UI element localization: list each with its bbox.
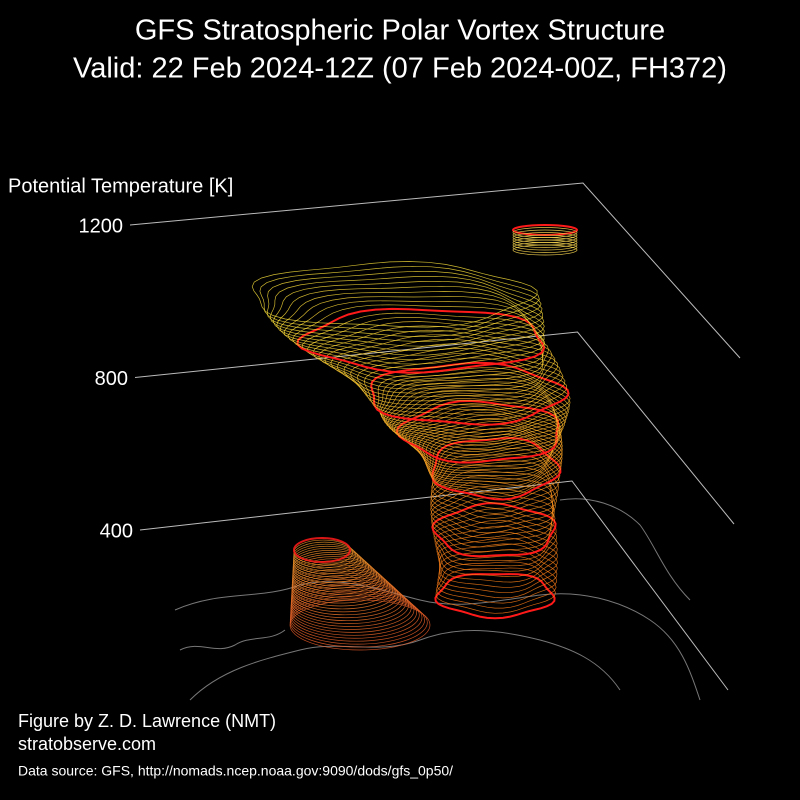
vortex-layer [293,543,359,572]
vortex-layer [259,265,540,333]
vortex-layer [287,300,545,365]
vortex-layer [379,371,571,434]
vortex-layer [292,558,378,592]
z-tick-label: 800 [95,368,128,390]
vortex-layer [435,567,556,614]
vortex-layer [430,459,558,519]
vortex-layer [276,285,545,352]
vortex-layer [437,537,558,588]
vortex-layer [290,587,415,633]
vortex-layer [437,549,558,599]
vortex-layer [433,514,558,567]
vortex-contour [370,361,570,426]
vortex-layer [290,585,412,630]
vortex-layer [292,550,367,580]
vortex-layer [385,387,565,450]
vortex-layer [512,244,578,256]
vortex-layer [291,570,394,610]
vortex-contour [431,436,562,501]
vortex-layer [269,275,543,342]
chart-title: GFS Stratospheric Polar Vortex Structure [135,15,665,47]
credit: Figure by Z. D. Lawrence (NMT) [18,711,276,731]
coastline [174,581,701,701]
vortex-layer [291,572,396,613]
vortex-layer [283,296,545,361]
vortex-layer [290,593,423,642]
vortex-layer [432,508,557,562]
vortex-layer [436,555,557,604]
axes: 400 800 1200 [79,182,741,691]
vortex-contour [395,399,560,464]
vortex-layer [290,583,410,627]
vortex-layer [266,270,542,338]
coastlines [174,498,701,701]
vortex-layer [292,562,383,598]
vortex [251,224,578,651]
vortex-layer [291,576,402,619]
vortex-layer [436,531,558,583]
vortex-layer [512,242,578,253]
vortex-layer [412,414,563,477]
grid-line [134,331,735,525]
vortex-layer [289,599,431,651]
z-tick-label: 400 [100,520,133,542]
axis-label: Potential Temperature [K] [8,175,233,197]
vortex-layer [291,564,386,601]
coastline [559,498,691,601]
vortex-layer [431,448,560,509]
vortex-layer [290,578,404,622]
vortex-contour [431,502,557,558]
vortex-layer [272,280,544,347]
coastline [179,629,286,651]
vortex-layer [431,497,556,552]
vortex-layer [292,554,372,586]
grid-line [129,182,741,359]
vortex-layer [425,427,563,490]
vortex-layer [293,541,356,569]
vortex-layer [382,381,568,444]
vortex-layer [436,561,557,609]
vortex-layer [512,237,578,248]
z-tick-label: 1200 [79,215,124,237]
vortex-layer [435,525,558,578]
vortex-layer [318,325,549,390]
vortex-layer [289,595,426,645]
vortex-layer [512,239,578,251]
vortex-layer [291,566,388,604]
data-source: Data source: GFS, http://nomads.ncep.noa… [18,763,453,779]
vortex-layer [292,552,370,583]
vortex-layer [292,556,375,589]
grid-line [139,480,729,691]
vortex-layer [429,430,563,494]
vortex-layer [290,581,407,624]
vortex-layer [290,591,420,639]
vortex-layer [356,352,566,416]
website: stratobserve.com [18,734,156,754]
vortex-layer [430,434,562,497]
vortex-layer [251,261,538,328]
vortex-layer [293,545,362,575]
vortex-layer [430,480,554,538]
vortex-layer [430,475,555,534]
coastline [189,630,621,701]
vortex-contour [296,307,546,374]
chart-subtitle: Valid: 22 Feb 2024-12Z (07 Feb 2024-00Z,… [73,53,727,85]
vortex-layer [389,392,562,455]
vortex-layer [292,547,364,578]
vortex-contour [293,537,351,563]
vortex-layer [289,597,428,648]
vortex-layer [432,441,561,504]
vortex-layer [434,519,558,572]
